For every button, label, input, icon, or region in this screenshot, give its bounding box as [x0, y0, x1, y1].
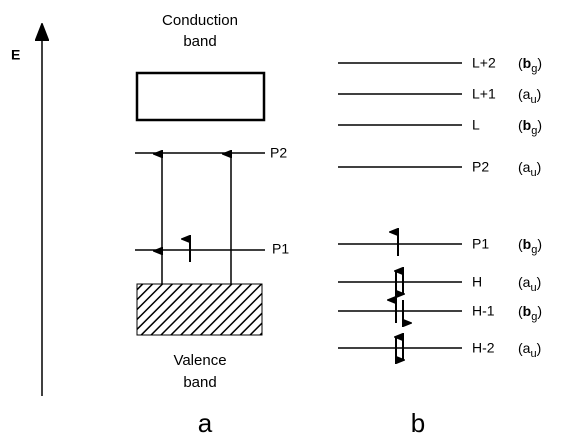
symmetry-subscript: u	[530, 94, 536, 106]
symmetry-subscript: u	[530, 167, 536, 179]
symmetry-letter: b	[523, 303, 532, 319]
level-label: P2	[472, 159, 489, 175]
symmetry-letter: a	[523, 274, 531, 290]
level-label: H-1	[472, 303, 495, 319]
symmetry-label: (au)	[518, 86, 541, 106]
band-label: band	[183, 374, 216, 391]
level-label: H-2	[472, 340, 495, 356]
symmetry-letter: b	[523, 117, 532, 133]
panel-label: a	[198, 408, 213, 438]
symmetry-letter: a	[523, 86, 531, 102]
levels: L+2 (bg)L+1 (au)L (bg)P2 (au)P1 (bg)H (au)H-1(…	[338, 55, 542, 360]
conduction-band	[135, 71, 266, 122]
symmetry-subscript: g	[531, 63, 537, 75]
symmetry-label: (bg)	[518, 303, 542, 323]
symmetry-label: (bg)	[518, 236, 542, 256]
symmetry-label: (au)	[518, 274, 541, 294]
symmetry-letter: a	[523, 340, 531, 356]
level-label: P1	[272, 241, 289, 257]
symmetry-label: (bg)	[518, 117, 542, 137]
symmetry-bracket: )	[537, 236, 542, 252]
symmetry-bracket: (	[518, 159, 523, 175]
level-label: H	[472, 274, 482, 290]
symmetry-subscript: g	[531, 311, 537, 323]
symmetry-letter: a	[523, 159, 531, 175]
symmetry-bracket: )	[537, 55, 542, 71]
valence-band	[136, 283, 263, 336]
symmetry-subscript: g	[531, 125, 537, 137]
band-label: Conduction	[162, 12, 238, 29]
symmetry-subscript: u	[530, 282, 536, 294]
symmetry-bracket: )	[537, 303, 542, 319]
panel-label: b	[411, 408, 425, 438]
level-label: L	[472, 117, 480, 133]
symmetry-bracket: )	[537, 117, 542, 133]
symmetry-label: (au)	[518, 340, 541, 360]
level-label: P2	[270, 145, 287, 161]
symmetry-bracket: (	[518, 303, 523, 319]
symmetry-bracket: (	[518, 236, 523, 252]
band-label: Valence	[173, 352, 226, 369]
symmetry-subscript: g	[531, 244, 537, 256]
level-label: L+1	[472, 86, 496, 102]
symmetry-label: (au)	[518, 159, 541, 179]
axis-label: E	[11, 47, 20, 63]
symmetry-bracket: )	[537, 340, 542, 356]
symmetry-bracket: )	[537, 274, 542, 290]
level-label: P1	[472, 236, 489, 252]
symmetry-bracket: (	[518, 340, 523, 356]
symmetry-bracket: )	[537, 159, 542, 175]
band-label: band	[183, 33, 216, 50]
symmetry-bracket: )	[537, 86, 542, 102]
symmetry-label: (bg)	[518, 55, 542, 75]
level-label: L+2	[472, 55, 496, 71]
symmetry-bracket: (	[518, 274, 523, 290]
symmetry-bracket: (	[518, 55, 523, 71]
symmetry-letter: b	[523, 55, 532, 71]
symmetry-letter: b	[523, 236, 532, 252]
symmetry-bracket: (	[518, 117, 523, 133]
symmetry-subscript: u	[530, 348, 536, 360]
symmetry-bracket: (	[518, 86, 523, 102]
